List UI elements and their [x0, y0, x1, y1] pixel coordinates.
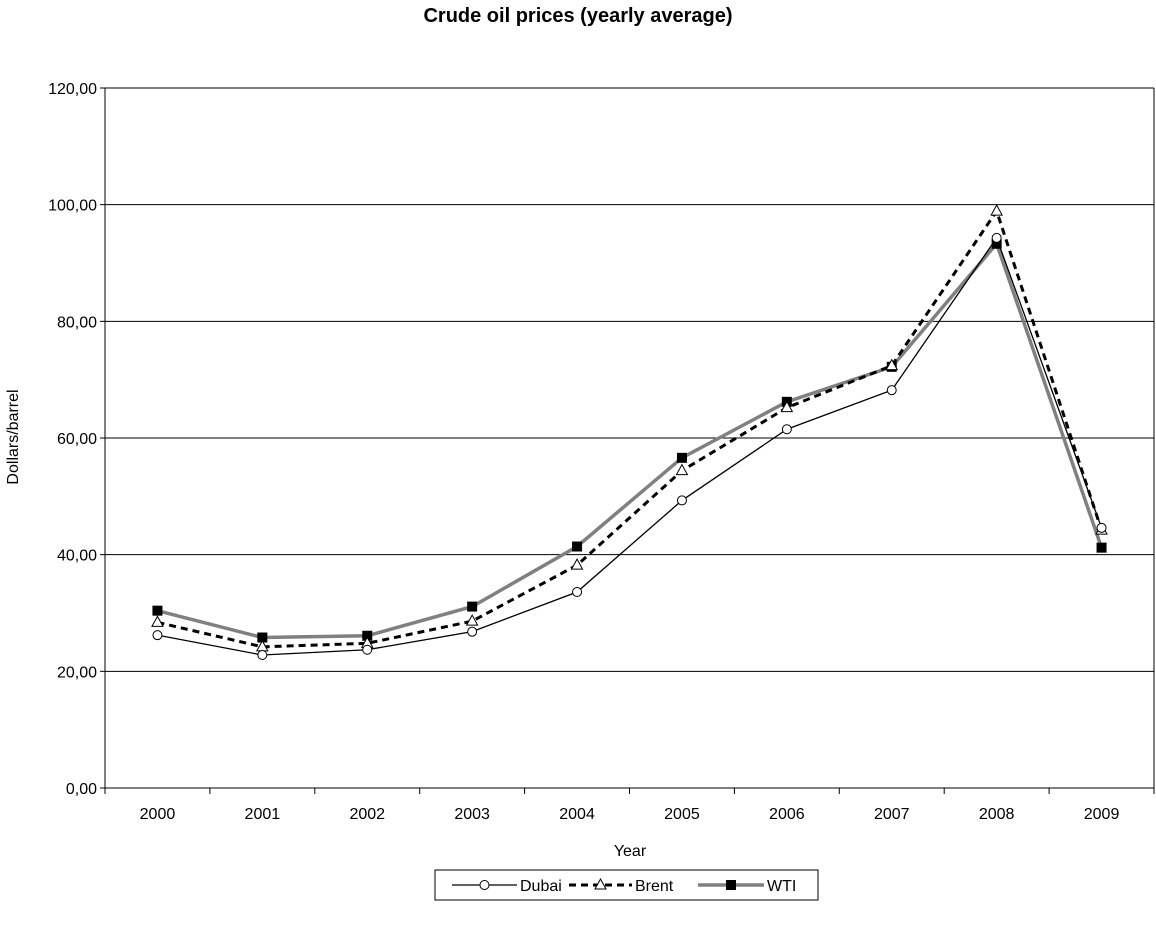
legend: Dubai Brent WTI: [434, 869, 819, 901]
x-tick-label: 2008: [979, 806, 1015, 823]
x-tick-label: 2000: [140, 806, 176, 823]
y-axis-label: Dollars/barrel: [5, 389, 22, 484]
chart-title: Crude oil prices (yearly average): [423, 5, 732, 27]
data-point-wti: [676, 452, 687, 463]
data-point-dubai: [781, 424, 792, 435]
y-tick-label: 20,00: [57, 664, 97, 681]
data-point-dubai: [676, 495, 687, 506]
data-point-wti: [572, 541, 583, 552]
data-point-dubai: [1096, 522, 1107, 533]
x-tick-label: 2007: [874, 806, 910, 823]
x-axis-label: Year: [614, 843, 647, 860]
data-point-wti: [467, 601, 478, 612]
data-point-brent: [570, 558, 584, 570]
series-line-dubai: [157, 236, 1103, 656]
legend-label: Brent: [635, 878, 674, 895]
data-point-brent: [990, 204, 1003, 216]
data-point-dubai: [572, 587, 583, 597]
data-point-dubai: [886, 385, 897, 396]
data-point-wti: [1096, 542, 1107, 553]
x-tick-label: 2009: [1084, 806, 1120, 823]
data-point-brent: [465, 614, 479, 626]
series-markers-dubai: [152, 232, 1107, 660]
y-tick-label: 40,00: [57, 548, 97, 565]
legend-label: WTI: [767, 878, 796, 895]
x-tick-label: 2006: [769, 806, 805, 823]
y-tick-label: 120,00: [48, 81, 97, 98]
y-tick-label: 80,00: [57, 314, 97, 331]
data-point-brent: [780, 400, 794, 413]
series-dubai: [157, 236, 1103, 656]
series-wti: [157, 240, 1104, 640]
legend-item-brent: Brent: [569, 877, 674, 895]
y-tick-label: 0,00: [66, 781, 97, 798]
legend-item-wti: WTI: [698, 878, 796, 895]
data-point-brent: [885, 358, 899, 371]
legend-box: [434, 869, 819, 901]
series-brent: [157, 207, 1103, 649]
series-line-wti: [157, 240, 1104, 640]
x-tick-label: 2002: [349, 806, 385, 823]
legend-label: Dubai: [520, 878, 562, 895]
data-point-wti: [152, 605, 163, 616]
data-point-dubai: [467, 626, 478, 637]
legend-marker: [594, 877, 607, 890]
y-tick-label: 60,00: [57, 431, 97, 448]
data-point-brent: [675, 463, 689, 476]
x-tick-label: 2005: [664, 806, 700, 823]
data-point-dubai: [362, 644, 373, 655]
x-tick-label: 2001: [245, 806, 281, 823]
legend-item-dubai: Dubai: [452, 878, 562, 895]
y-tick-label: 100,00: [48, 198, 97, 215]
x-tick-label: 2003: [454, 806, 490, 823]
legend-marker: [479, 880, 490, 890]
data-point-dubai: [152, 630, 163, 641]
data-point-dubai: [257, 650, 268, 660]
data-point-dubai: [991, 232, 1002, 243]
x-tick-label: 2004: [559, 806, 595, 823]
data-point-brent: [151, 615, 164, 627]
series-line-brent: [157, 207, 1103, 649]
legend-marker: [726, 880, 736, 890]
